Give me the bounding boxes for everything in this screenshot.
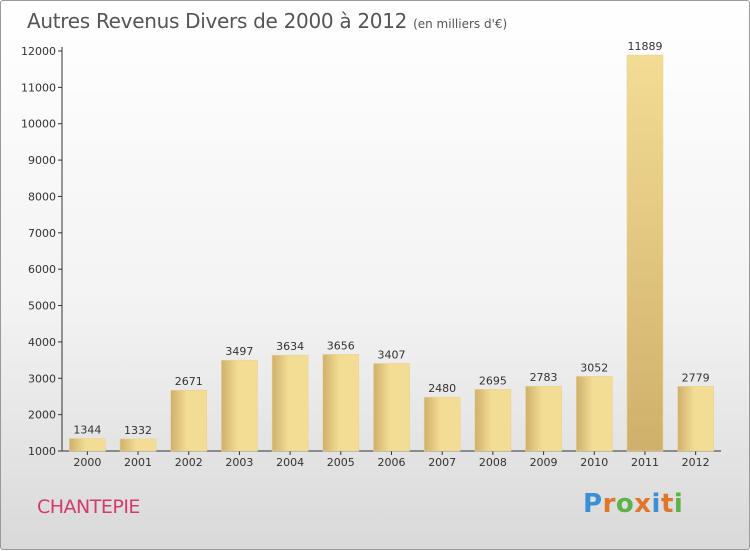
chart-title-text: Autres Revenus Divers de 2000 à 2012 [27,9,408,33]
x-tick-label: 2009 [530,456,558,469]
y-tick-label: 7000 [28,227,56,240]
x-tick-label: 2012 [682,456,710,469]
bar [525,385,562,452]
commune-name: CHANTEPIE [37,496,140,518]
y-tick-label: 8000 [28,190,56,203]
bar [474,389,512,452]
data-label: 11889 [627,40,662,53]
y-tick-label: 4000 [28,336,56,349]
bar [575,376,613,452]
logo-letter: o [615,489,635,519]
data-label: 3407 [378,348,406,361]
x-tick-label: 2006 [378,456,406,469]
chart-title: Autres Revenus Divers de 2000 à 2012 (en … [27,9,507,33]
logo-letter: x [634,489,652,519]
bar [221,359,258,452]
y-tick-label: 3000 [28,372,56,385]
logo-letter: r [602,489,616,519]
x-tick-label: 2002 [175,456,203,469]
data-label: 3656 [327,339,355,352]
bar [119,438,157,452]
axes: 1000 2000 3000 4000 5000 6000 7000 8000 9000 1000… [21,45,721,469]
x-tick-label: 2011 [631,456,659,469]
data-label: 3634 [276,340,304,353]
logo-letter: i [673,489,684,519]
bar [170,389,208,452]
y-tick-label: 9000 [28,154,56,167]
x-tick-label: 2008 [479,456,507,469]
bars-group: 1344 1332 2671 3497 3634 3656 3407 2480 2695 2783… [69,40,714,452]
data-label: 3497 [225,345,253,358]
data-label: 2480 [428,382,456,395]
y-tick-label: 11000 [21,81,56,94]
y-tick-label: 6000 [28,263,56,276]
logo-letter: P [583,489,603,519]
x-tick-label: 2000 [73,456,101,469]
x-tick-label: 2003 [225,456,253,469]
x-tick-label: 2007 [428,456,456,469]
y-tick-label: 12000 [21,45,56,58]
bar [322,354,360,452]
x-tick-label: 2004 [276,456,304,469]
data-label: 2671 [175,375,203,388]
data-label: 2695 [479,374,507,387]
data-label: 3052 [580,361,608,374]
data-label: 2783 [530,371,558,384]
y-tick-label: 1000 [28,445,56,458]
bar [423,396,461,452]
bar [677,386,714,452]
data-label: 1344 [73,423,101,436]
data-label: 2779 [682,371,710,384]
data-label: 1332 [124,424,152,437]
x-tick-label: 2001 [124,456,152,469]
x-tick-label: 2005 [327,456,355,469]
logo-letter: i [651,489,661,519]
x-tick-label: 2010 [580,456,608,469]
proxiti-logo: Proxiti [583,489,683,519]
y-tick-label: 10000 [21,118,56,131]
bar [271,354,309,452]
bar [373,363,410,452]
bar [626,54,664,452]
y-tick-label: 5000 [28,300,56,313]
chart-subtitle: (en milliers d'€) [413,17,508,31]
bar [69,438,106,452]
y-tick-label: 2000 [28,409,56,422]
logo-letter: t [660,489,674,519]
